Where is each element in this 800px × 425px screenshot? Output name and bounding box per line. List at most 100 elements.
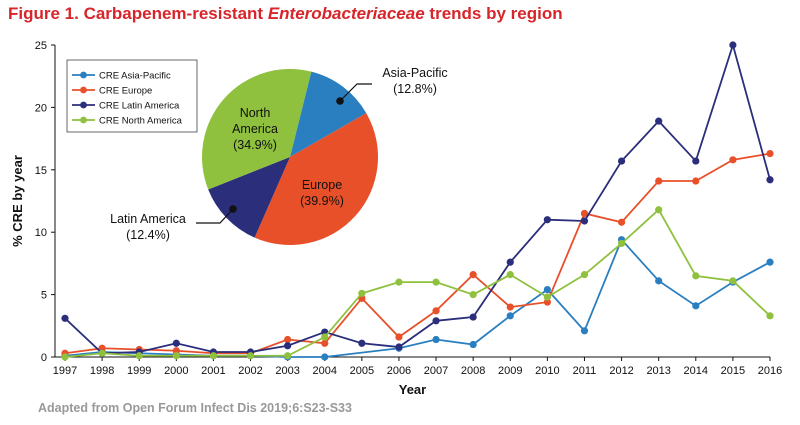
data-point: [543, 216, 551, 224]
data-point: [617, 218, 626, 226]
data-point: [580, 217, 589, 225]
y-axis-title: % CRE by year: [10, 155, 25, 247]
pie-pct-latin-america: (12.4%): [126, 228, 170, 242]
x-tick-label: 2003: [275, 365, 299, 377]
data-point: [172, 352, 180, 360]
figure-footer: Adapted from Open Forum Infect Dis 2019;…: [38, 401, 352, 415]
legend-label: CRE Latin America: [99, 101, 180, 112]
data-point: [469, 313, 477, 321]
data-point: [284, 342, 292, 350]
x-tick-label: 2007: [424, 365, 448, 377]
x-tick-label: 2011: [573, 365, 597, 377]
data-point: [543, 298, 551, 306]
callout-line-asia: [339, 83, 372, 102]
series-line-3: [64, 208, 771, 358]
x-tick-label: 2005: [350, 365, 374, 377]
data-point: [469, 271, 477, 279]
data-point: [506, 258, 514, 266]
data-point: [655, 277, 663, 285]
data-point: [395, 343, 403, 351]
y-tick-label: 15: [35, 165, 47, 177]
pie-slice-1: [254, 113, 378, 246]
data-point: [580, 209, 589, 218]
data-point: [61, 314, 69, 322]
x-tick-label: 2008: [461, 365, 485, 377]
data-point: [172, 347, 180, 355]
y-tick-label: 5: [41, 290, 47, 302]
x-tick-label: 2001: [201, 365, 225, 377]
data-point: [692, 272, 700, 280]
data-point: [469, 340, 477, 349]
data-point: [543, 286, 551, 294]
legend-swatch-marker: [80, 101, 87, 109]
pie-slice-3: [202, 69, 312, 190]
data-point: [506, 271, 514, 279]
y-tick-label: 20: [35, 102, 47, 114]
series-line-0: [64, 238, 771, 358]
data-point: [617, 239, 626, 248]
data-point: [469, 291, 477, 299]
x-tick-label: 2004: [312, 365, 336, 377]
data-point: [98, 349, 106, 357]
x-tick-label: 2016: [758, 365, 782, 377]
data-point: [766, 176, 774, 184]
x-tick-label: 2002: [238, 365, 262, 377]
pie-label-latin-america: Latin America: [110, 212, 186, 226]
legend-label: CRE North America: [99, 116, 183, 127]
pie-label-north: North: [240, 106, 271, 120]
x-tick-label: 2009: [498, 365, 522, 377]
data-point: [135, 352, 143, 360]
data-point: [766, 149, 774, 158]
data-point: [617, 157, 626, 165]
data-point: [358, 339, 366, 347]
data-point: [729, 277, 737, 285]
data-point: [692, 157, 700, 165]
data-point: [432, 307, 440, 315]
pie-pct-north-america: (34.9%): [233, 138, 277, 152]
pie-pct-asia-pacific: (12.8%): [393, 82, 437, 96]
x-tick-label: 2010: [535, 365, 559, 377]
data-point: [284, 352, 292, 360]
callout-dot-latam: [229, 205, 237, 213]
data-point: [172, 339, 180, 347]
x-tick-label: 2006: [387, 365, 411, 377]
pie-label-america: America: [232, 122, 278, 136]
data-point: [506, 303, 514, 311]
title-italic: Enterobacteriaceae: [267, 4, 425, 23]
x-tick-label: 1998: [90, 365, 114, 377]
x-tick-label: 1997: [53, 365, 77, 377]
data-point: [766, 312, 774, 320]
data-point: [98, 344, 106, 352]
x-axis-title: Year: [399, 382, 426, 397]
pie-pct-europe: (39.9%): [300, 194, 344, 208]
x-tick-label: 2012: [609, 365, 633, 377]
callout-dot-asia: [336, 97, 344, 105]
data-point: [655, 177, 663, 185]
data-point: [358, 289, 366, 297]
data-point: [209, 352, 218, 360]
x-tick-label: 2015: [721, 365, 745, 377]
data-point: [432, 278, 440, 286]
data-point: [395, 333, 403, 341]
data-point: [729, 41, 737, 49]
pie-label-europe: Europe: [302, 178, 342, 192]
data-point: [61, 353, 69, 361]
x-tick-label: 2013: [646, 365, 670, 377]
legend-label: CRE Europe: [99, 86, 152, 97]
data-point: [692, 177, 700, 185]
title-suffix: trends by region: [424, 4, 563, 23]
title-prefix: Figure 1. Carbapenem-resistant: [8, 4, 268, 23]
x-tick-label: 2014: [684, 365, 708, 377]
data-point: [284, 335, 292, 344]
x-tick-label: 1999: [127, 365, 151, 377]
pie-label-asia-pacific: Asia-Pacific: [382, 66, 447, 80]
series-line-1: [64, 152, 771, 355]
legend-swatch-marker: [80, 71, 87, 79]
data-point: [395, 278, 403, 286]
data-point: [580, 271, 589, 279]
data-point: [655, 206, 663, 214]
data-point: [506, 312, 514, 320]
legend-swatch-marker: [80, 86, 87, 94]
